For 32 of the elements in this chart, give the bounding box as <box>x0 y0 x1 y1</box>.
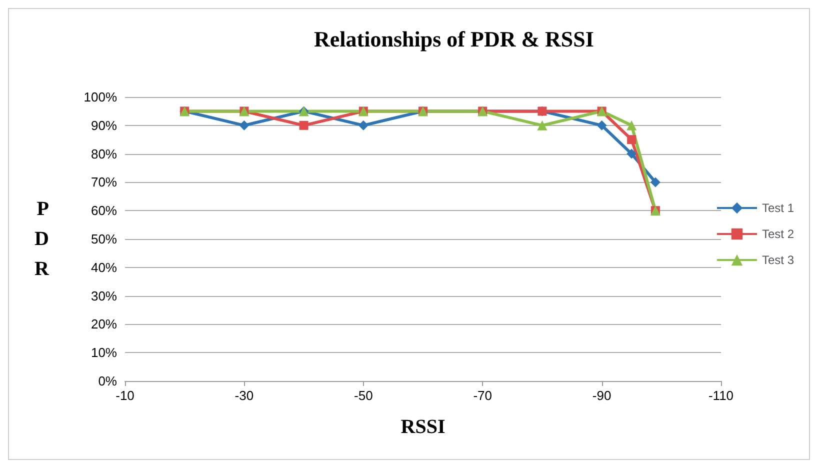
y-tick-label: 70% <box>90 174 118 190</box>
legend-label: Test 3 <box>762 253 794 267</box>
y-tick-label: 30% <box>90 288 118 304</box>
y-tick-label: 90% <box>90 118 118 133</box>
chart-title: Relationships of PDR & RSSI <box>314 26 594 52</box>
legend-label: Test 1 <box>762 201 794 215</box>
x-tick-label: -90 <box>592 388 612 403</box>
point <box>627 135 636 144</box>
point <box>299 120 308 130</box>
y-tick-label: 0% <box>98 374 118 388</box>
point <box>650 177 660 188</box>
point <box>626 120 637 130</box>
point <box>358 120 368 130</box>
y-tick-label: 20% <box>90 316 118 332</box>
y-tick-label: 60% <box>90 203 118 218</box>
x-tick-label: -70 <box>473 388 492 403</box>
y-tick-label: 100% <box>84 90 118 104</box>
y-tick-label: 40% <box>90 260 118 275</box>
x-tick-label: -110 <box>708 388 734 403</box>
y-tick-label: 50% <box>90 232 118 246</box>
y-axis-title: PDR <box>34 198 50 280</box>
y-tick-label: 10% <box>90 345 118 360</box>
y-tick-label: 80% <box>90 146 118 162</box>
point <box>239 120 250 130</box>
x-tick-label: -30 <box>234 388 254 403</box>
point <box>596 120 607 130</box>
point <box>537 120 548 130</box>
x-tick-label: -10 <box>116 388 134 403</box>
x-axis-title: RSSI <box>400 416 446 438</box>
point <box>626 148 637 159</box>
x-tick-label: -50 <box>354 388 373 403</box>
legend-label: Test 2 <box>762 227 794 241</box>
